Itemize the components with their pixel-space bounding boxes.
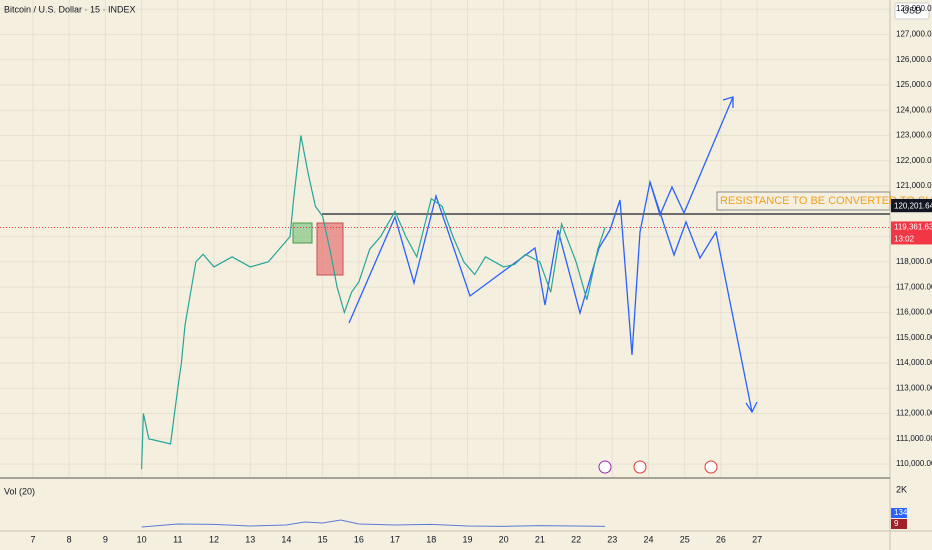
x-tick-label: 22 — [571, 534, 581, 544]
currency-button[interactable] — [894, 2, 930, 20]
x-tick-label: 14 — [281, 534, 291, 544]
event-icon[interactable] — [704, 460, 718, 474]
volume-title: Vol (20) — [4, 486, 35, 496]
x-tick-label: 7 — [30, 534, 35, 544]
x-tick-label: 25 — [680, 534, 690, 544]
x-tick-label: 11 — [173, 534, 182, 544]
x-tick-label: 13 — [245, 534, 255, 544]
x-tick-label: 19 — [462, 534, 472, 544]
annotation-box — [716, 191, 891, 211]
price-badge-label: 119,361.63 — [894, 223, 932, 232]
y-tick-label: 112,000.00 — [896, 409, 932, 418]
countdown-badge — [891, 233, 932, 245]
y-tick-label: 124,000.00 — [896, 105, 932, 114]
x-tick-label: 16 — [354, 534, 364, 544]
x-tick-label: 23 — [607, 534, 617, 544]
price-line — [140, 135, 606, 470]
x-tick-label: 24 — [643, 534, 653, 544]
x-tick-label: 9 — [103, 534, 108, 544]
buy-zone — [292, 222, 313, 244]
arrow-head — [722, 96, 734, 108]
price-badge — [891, 200, 932, 213]
countdown: 13:02 — [894, 235, 915, 244]
x-tick-label: 27 — [752, 534, 762, 544]
event-icon[interactable] — [598, 460, 612, 474]
y-tick-label: 126,000.00 — [896, 55, 932, 64]
y-tick-label: 123,000.00 — [896, 131, 932, 140]
x-tick-label: 20 — [499, 534, 509, 544]
y-tick-label: 122,000.00 — [896, 156, 932, 165]
currency[interactable]: USD — [902, 5, 922, 15]
y-tick-label: 110,000.00 — [896, 459, 932, 468]
x-tick-label: 21 — [535, 534, 545, 544]
volume-line — [141, 519, 606, 528]
x-tick-label: 26 — [716, 534, 726, 544]
x-tick-label: 10 — [137, 534, 147, 544]
arrow-head — [745, 401, 758, 414]
annotation: RESISTANCE TO BE CONVERTED TO SUP — [720, 195, 932, 207]
y-tick-label: 125,000.00 — [896, 80, 932, 89]
y-tick-label: 118,000.00 — [896, 257, 932, 266]
volume-badge-label: 9 — [894, 519, 899, 528]
y-tick-label: 111,000.00 — [896, 434, 932, 443]
y-tick-label: 113,000.00 — [896, 383, 932, 392]
y-tick-label: 117,000.00 — [896, 282, 932, 291]
x-tick-label: 18 — [426, 534, 436, 544]
x-tick-label: 8 — [67, 534, 72, 544]
volume-badge — [891, 508, 907, 518]
y-tick-label: 127,000.00 — [896, 29, 932, 38]
y-tick-label: 121,000.00 — [896, 181, 932, 190]
volume-badge — [891, 519, 907, 529]
event-icon[interactable] — [633, 460, 647, 474]
y-tick-label: 128,000.00 — [896, 4, 932, 13]
volume-badge-label: 134 — [894, 508, 908, 517]
x-tick-label: 15 — [318, 534, 328, 544]
x-tick-label: 17 — [390, 534, 400, 544]
volume-tick-label: 2K — [896, 484, 907, 494]
chart-title: Bitcoin / U.S. Dollar · 15 · INDEX — [4, 4, 136, 14]
x-tick-label: 12 — [209, 534, 219, 544]
y-tick-label: 116,000.00 — [896, 308, 932, 317]
y-tick-label: 114,000.00 — [896, 358, 932, 367]
projection-path — [649, 96, 734, 217]
y-tick-label: 115,000.00 — [896, 333, 932, 342]
price-badge-label: 120,201.64 — [894, 201, 932, 210]
price-badge — [891, 221, 932, 234]
